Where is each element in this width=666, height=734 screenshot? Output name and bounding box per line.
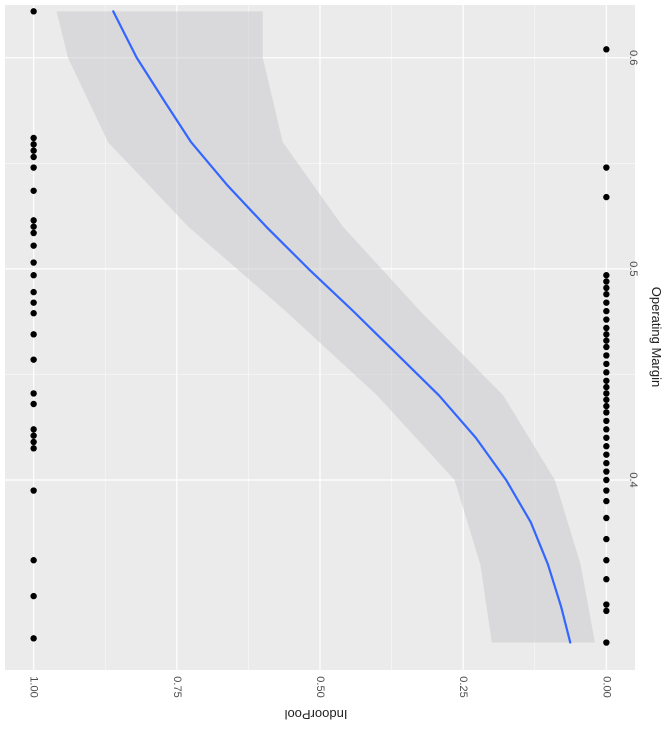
data-point <box>30 426 37 433</box>
data-point <box>603 417 610 425</box>
data-point <box>30 272 37 279</box>
data-point <box>603 383 610 391</box>
data-point <box>30 164 37 171</box>
data-point <box>30 331 37 338</box>
data-point <box>603 307 610 315</box>
data-point <box>603 278 610 285</box>
data-point <box>603 426 610 433</box>
data-point <box>603 316 610 323</box>
data-point <box>603 468 610 475</box>
y-tick-label: 0.25 <box>457 676 469 697</box>
data-point <box>603 369 610 376</box>
data-point <box>603 377 610 384</box>
data-point <box>603 434 610 441</box>
data-point <box>603 324 610 332</box>
data-point <box>30 299 37 306</box>
data-point <box>603 164 610 171</box>
data-point <box>603 607 610 615</box>
data-point <box>30 356 37 363</box>
data-point <box>603 272 610 279</box>
data-points <box>30 8 610 646</box>
data-point <box>30 432 37 439</box>
data-point <box>603 476 610 484</box>
data-point <box>30 557 37 564</box>
data-point <box>30 400 37 408</box>
data-point <box>603 46 610 53</box>
fit-line <box>112 10 572 644</box>
data-point <box>30 310 37 317</box>
data-point <box>603 497 610 505</box>
data-point <box>603 299 610 306</box>
data-point <box>603 409 610 416</box>
data-point <box>30 8 37 15</box>
data-point <box>603 535 610 543</box>
data-point <box>30 242 37 249</box>
data-point <box>603 514 610 522</box>
data-point <box>30 141 37 148</box>
data-point <box>603 639 610 646</box>
data-point <box>30 229 37 237</box>
data-point <box>603 487 610 494</box>
data-point <box>603 291 610 298</box>
data-point <box>30 288 37 296</box>
data-point <box>30 635 37 642</box>
data-point <box>603 343 610 351</box>
data-point <box>603 601 610 608</box>
data-point <box>30 217 37 224</box>
data-point <box>603 557 610 564</box>
x-tick-label: 0.6 <box>627 50 639 65</box>
x-tick-label: 0.4 <box>627 472 639 487</box>
data-point <box>603 193 610 201</box>
y-tick-label: 0.75 <box>171 676 183 697</box>
data-point <box>603 402 610 410</box>
data-point <box>30 187 37 194</box>
data-point <box>30 259 37 266</box>
data-point <box>30 134 37 142</box>
y-tick-label: 1.00 <box>28 676 40 697</box>
data-point <box>30 445 37 452</box>
data-point <box>603 459 610 467</box>
data-point <box>30 438 37 446</box>
y-tick-label: 0.50 <box>314 676 326 697</box>
tick-labels: 0.00 0.25 0.50 0.75 1.00 0.4 0.5 0.6 <box>28 50 639 698</box>
data-point <box>30 592 37 600</box>
data-point <box>603 576 610 583</box>
x-axis-title: Operating Margin <box>649 287 664 387</box>
data-point <box>30 487 37 494</box>
data-point <box>30 153 37 161</box>
data-point <box>603 352 610 359</box>
data-point <box>30 223 37 230</box>
data-point <box>603 331 610 338</box>
confidence-band <box>56 11 595 643</box>
data-point <box>603 443 610 450</box>
y-axis-title: IndoorPool <box>284 707 347 722</box>
fit-line-group <box>112 10 572 644</box>
data-point <box>30 390 37 397</box>
data-point <box>603 337 610 344</box>
data-point <box>603 360 610 368</box>
data-point <box>603 451 610 458</box>
data-point <box>603 390 610 397</box>
confidence-band-group <box>56 11 595 643</box>
data-point <box>30 147 37 154</box>
y-tick-label: 0.00 <box>600 676 612 697</box>
data-point <box>603 284 610 292</box>
x-tick-label: 0.5 <box>627 261 639 276</box>
data-point <box>603 396 610 403</box>
